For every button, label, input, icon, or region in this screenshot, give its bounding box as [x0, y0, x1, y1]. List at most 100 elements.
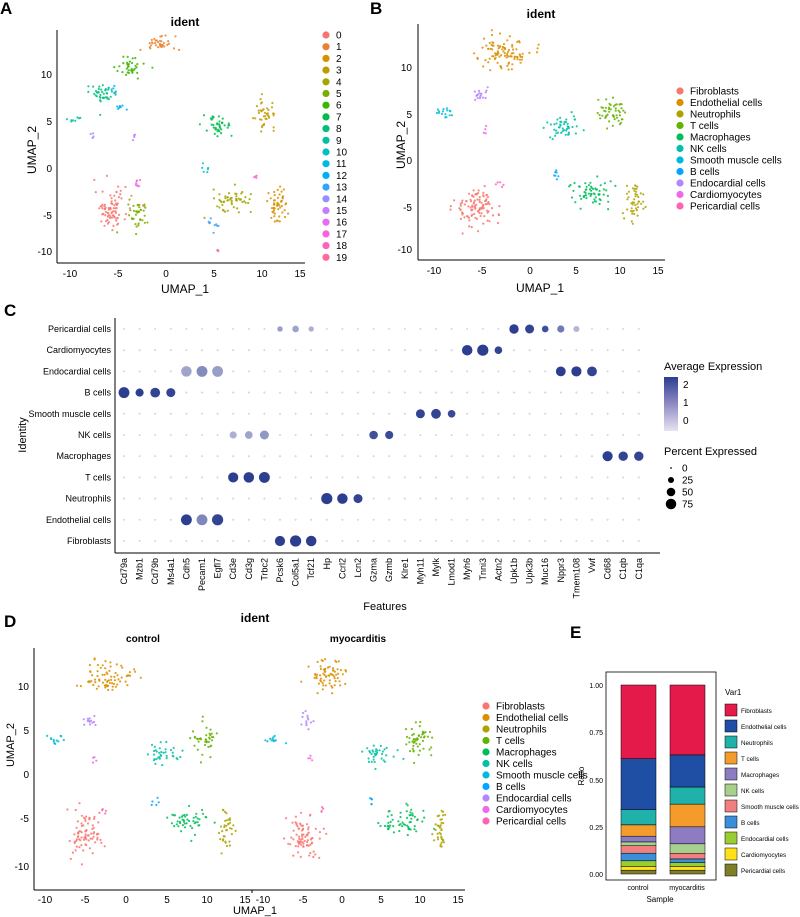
dot	[185, 539, 188, 543]
cell-point	[631, 222, 634, 225]
cell-point	[86, 719, 89, 723]
cell-point	[198, 123, 201, 126]
cell-point	[601, 114, 604, 117]
dot	[622, 433, 625, 437]
cell-point	[596, 111, 599, 115]
cell-point	[608, 110, 611, 113]
dot	[450, 455, 453, 458]
dot	[528, 539, 531, 543]
cell-point	[318, 837, 321, 840]
legend-swatch	[322, 101, 330, 109]
cell-point	[167, 40, 170, 43]
cell-point	[115, 663, 118, 666]
cell-point	[608, 120, 611, 123]
cell-point	[88, 720, 91, 723]
panel-label-d: D	[4, 612, 16, 631]
dot	[310, 518, 313, 521]
cell-point	[302, 845, 305, 848]
cell-point	[213, 224, 216, 227]
cell-point	[398, 829, 401, 833]
dot	[232, 349, 235, 352]
dot	[180, 514, 192, 526]
dot	[372, 349, 375, 352]
cell-point	[463, 216, 466, 219]
cell-point	[299, 823, 302, 826]
cell-point	[411, 814, 414, 817]
cell-point	[603, 182, 607, 185]
cluster-b-cells	[150, 796, 160, 807]
cluster-t-cells	[404, 720, 434, 765]
cell-point	[332, 669, 335, 672]
cell-point	[132, 204, 135, 207]
dot	[169, 370, 172, 373]
cell-point	[333, 675, 336, 678]
dot	[544, 497, 547, 500]
cell-point	[122, 62, 125, 65]
cell-point	[243, 200, 246, 203]
cell-point	[549, 136, 552, 139]
cell-point	[494, 52, 497, 55]
cell-point	[322, 684, 325, 687]
tick-label: -5	[403, 203, 412, 214]
tick-label: -5	[81, 895, 90, 906]
cell-point	[319, 674, 322, 677]
cell-point	[264, 739, 267, 742]
cell-point	[160, 750, 163, 754]
cell-point	[137, 222, 140, 225]
legend-label: Pericardial cells	[496, 817, 566, 828]
cell-point	[587, 192, 591, 195]
cell-point	[426, 735, 429, 738]
dot	[637, 327, 640, 331]
legend-swatch	[724, 831, 738, 845]
dot	[278, 370, 282, 373]
cluster-pericardial-cells	[320, 806, 325, 813]
cell-point	[70, 119, 73, 122]
cell-point	[630, 220, 633, 223]
cell-point	[122, 55, 125, 58]
cell-point	[501, 45, 504, 49]
cell-point	[636, 193, 639, 196]
cell-point	[309, 838, 312, 841]
cell-point	[281, 196, 284, 199]
cell-point	[262, 115, 265, 118]
dot	[356, 539, 360, 543]
legend-swatch	[322, 218, 330, 226]
dot	[200, 455, 204, 458]
dot	[356, 327, 360, 331]
cell-point	[433, 827, 436, 830]
cell-point	[104, 210, 107, 213]
cell-point	[94, 723, 97, 727]
gene-label: Upk3b	[525, 558, 535, 584]
bar-segment	[620, 869, 657, 875]
tick-label: 5	[46, 117, 52, 128]
row-label: Macrophages	[56, 451, 111, 461]
cell-point	[584, 194, 587, 197]
cell-point	[91, 761, 95, 764]
legend-swatch	[724, 703, 738, 717]
dot	[138, 412, 141, 415]
cell-point	[373, 760, 376, 764]
dot	[544, 391, 547, 394]
cell-point	[330, 684, 333, 688]
cell-point	[593, 198, 596, 201]
dot	[481, 370, 484, 373]
cell-point	[413, 825, 416, 828]
cell-point	[336, 677, 339, 680]
cell-point	[440, 835, 443, 838]
legend-label: B cells	[496, 782, 525, 793]
dot	[325, 349, 328, 352]
cell-point	[92, 835, 95, 838]
dot	[341, 518, 344, 521]
legend-label: 9	[336, 136, 342, 147]
legend-swatch	[724, 767, 738, 781]
dot	[403, 412, 406, 415]
cluster-10	[201, 162, 210, 174]
gene-label: Cd3g	[244, 558, 254, 580]
cell-point	[226, 209, 229, 212]
cell-point	[305, 724, 308, 727]
cell-point	[223, 824, 226, 827]
gene-label: Ms4a1	[166, 558, 176, 585]
cell-point	[418, 749, 421, 752]
cell-point	[481, 46, 484, 49]
cell-point	[546, 121, 549, 124]
